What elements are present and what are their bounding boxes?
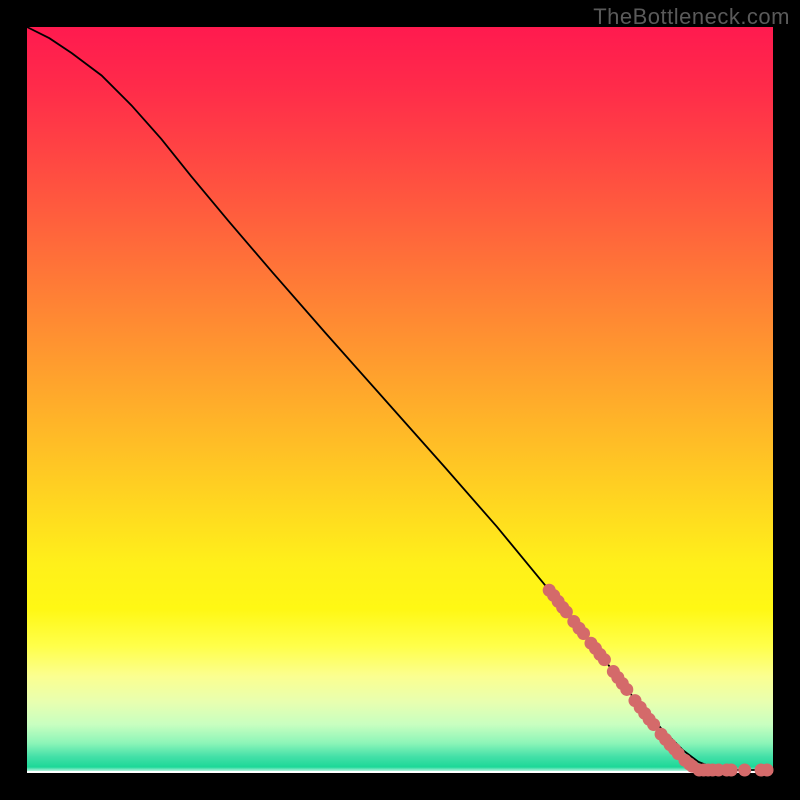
data-marker xyxy=(761,764,774,777)
watermark-text: TheBottleneck.com xyxy=(593,4,790,30)
chart-svg xyxy=(0,0,800,800)
data-marker xyxy=(738,764,751,777)
data-marker xyxy=(598,653,611,666)
data-marker xyxy=(725,764,738,777)
plot-area xyxy=(27,27,773,773)
data-marker xyxy=(620,683,633,696)
chart-container xyxy=(0,0,800,800)
